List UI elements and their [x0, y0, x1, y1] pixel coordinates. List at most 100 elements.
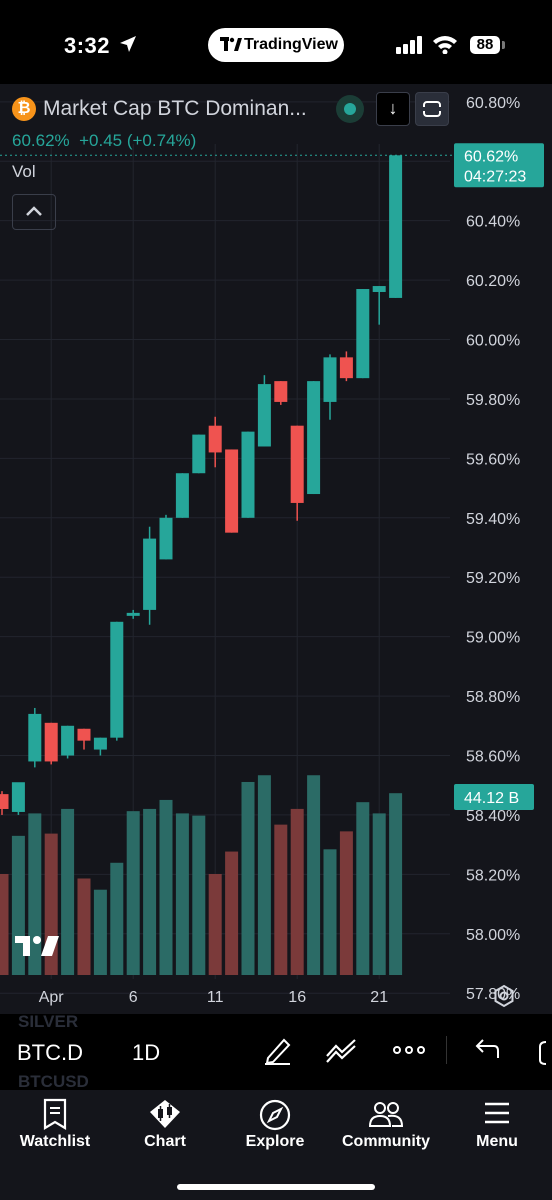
y-axis-tick-label: 59.40% — [466, 511, 520, 528]
candle-body — [274, 381, 288, 402]
volume-bar — [389, 793, 403, 975]
candle-body — [225, 449, 239, 533]
y-axis-tick-label: 60.80% — [466, 95, 520, 112]
symbol-title[interactable]: Market Cap BTC Dominan... — [43, 97, 307, 120]
more-options-icon[interactable] — [392, 1034, 426, 1066]
app-pill[interactable]: TradingView — [208, 28, 344, 62]
tab-label: Explore — [245, 1133, 305, 1150]
candle-body — [61, 725, 75, 756]
redo-icon[interactable] — [536, 1034, 552, 1066]
countdown-label: 04:27:23 — [464, 168, 526, 185]
menu-icon — [485, 1102, 509, 1124]
expand-button[interactable] — [415, 92, 449, 126]
tab-label: Chart — [144, 1133, 186, 1150]
fullscreen-icon — [422, 101, 442, 117]
volume-bar — [307, 775, 321, 975]
volume-bar — [61, 808, 75, 975]
clock: 3:32 — [64, 33, 111, 58]
candle-body — [11, 782, 25, 812]
candle-body — [159, 517, 173, 560]
volume-bar — [274, 824, 288, 975]
y-axis-tick-label: 60.20% — [466, 273, 520, 290]
battery-indicator: 88 — [470, 36, 500, 54]
price-chart[interactable]: 60.80%60.60%60.40%60.20%60.00%59.80%59.6… — [0, 84, 552, 1014]
candle-body — [192, 434, 206, 474]
y-axis-tick-label: 59.80% — [466, 392, 520, 409]
x-axis-tick-label: 16 — [288, 989, 306, 1006]
y-axis-tick-label: 59.00% — [466, 630, 520, 647]
current-price-label: 60.62% — [464, 148, 518, 165]
symbol-header: ₿ Market Cap BTC Dominan... ↓ — [0, 84, 552, 138]
tab-menu[interactable]: Menu — [442, 1090, 552, 1170]
tab-explore[interactable]: Explore — [220, 1090, 330, 1170]
volume-bar — [241, 781, 255, 975]
undo-icon[interactable] — [472, 1034, 500, 1066]
x-axis-tick-label: 21 — [370, 989, 388, 1006]
candle-body — [143, 538, 157, 610]
candle-body — [28, 713, 42, 762]
arrow-down-icon[interactable]: ↓ — [376, 92, 410, 126]
candle-body — [0, 794, 9, 809]
volume-bar — [143, 808, 157, 975]
candle-body — [323, 357, 337, 402]
volume-value-badge — [454, 784, 534, 810]
community-icon — [368, 1102, 404, 1127]
candle-body — [175, 473, 189, 518]
tradingview-logo-icon — [220, 37, 242, 51]
candle-body — [339, 357, 353, 379]
candle-body — [110, 621, 124, 738]
cellular-signal-icon — [396, 36, 422, 54]
y-axis-tick-label: 58.20% — [466, 867, 520, 884]
tab-label: Watchlist — [19, 1133, 91, 1150]
collapse-indicators-button[interactable] — [12, 194, 56, 230]
app-pill-label: TradingView — [244, 36, 338, 53]
chart-toolbar: SILVER BTCUSD BTC.D 1D — [0, 1012, 552, 1091]
candle-body — [389, 155, 403, 298]
bottom-tab-bar: Watchlist Chart Explore Community Menu — [0, 1090, 552, 1200]
bitcoin-icon: ₿ — [12, 97, 36, 121]
drawing-tools-icon[interactable] — [324, 1034, 360, 1066]
volume-bar — [28, 813, 42, 975]
candle-body — [290, 425, 304, 503]
candle-body — [126, 612, 140, 616]
candle-body — [372, 286, 386, 292]
tab-community[interactable]: Community — [331, 1090, 441, 1170]
volume-bar — [110, 862, 124, 975]
volume-bar — [159, 799, 173, 975]
tradingview-watermark-icon — [15, 936, 59, 956]
market-status-icon[interactable] — [336, 95, 364, 123]
tab-label: Menu — [476, 1133, 518, 1150]
volume-indicator-label[interactable]: Vol — [12, 162, 36, 181]
volume-bar — [290, 808, 304, 975]
y-axis-tick-label: 58.80% — [466, 689, 520, 706]
status-bar: 3:32 TradingView 88 — [0, 0, 552, 84]
ghost-symbol: SILVER — [18, 1012, 79, 1031]
volume-bar — [225, 851, 239, 975]
volume-bar — [126, 811, 140, 975]
tab-chart[interactable]: Chart — [110, 1090, 220, 1170]
compass-icon — [259, 1099, 291, 1131]
candle-body — [356, 289, 370, 379]
interval-selector[interactable]: 1D — [132, 1040, 161, 1065]
volume-bar — [77, 878, 91, 975]
wifi-icon — [433, 36, 457, 54]
symbol-selector[interactable]: BTC.D — [17, 1040, 83, 1065]
chart-settings-icon[interactable] — [492, 984, 516, 1008]
x-axis-tick-label: Apr — [39, 989, 65, 1006]
volume-bar — [192, 815, 206, 975]
watchlist-icon — [43, 1098, 67, 1130]
volume-bar — [208, 874, 222, 975]
chart-area[interactable]: 60.80%60.60%60.40%60.20%60.00%59.80%59.6… — [0, 84, 552, 1014]
pen-drawing-icon[interactable] — [262, 1034, 294, 1066]
chart-icon — [150, 1100, 180, 1128]
y-axis-tick-label: 58.40% — [466, 808, 520, 825]
candle-body — [93, 737, 107, 750]
y-axis-tick-label: 59.20% — [466, 570, 520, 587]
tab-watchlist[interactable]: Watchlist — [0, 1090, 110, 1170]
candle-body — [208, 425, 222, 453]
ghost-symbol: BTCUSD — [18, 1072, 89, 1091]
price-change-line: 60.62% +0.45 (+0.74%) — [12, 131, 197, 150]
volume-value-label: 44.12 B — [464, 790, 519, 807]
chevron-up-icon — [26, 206, 42, 216]
y-axis-tick-label: 58.00% — [466, 927, 520, 944]
